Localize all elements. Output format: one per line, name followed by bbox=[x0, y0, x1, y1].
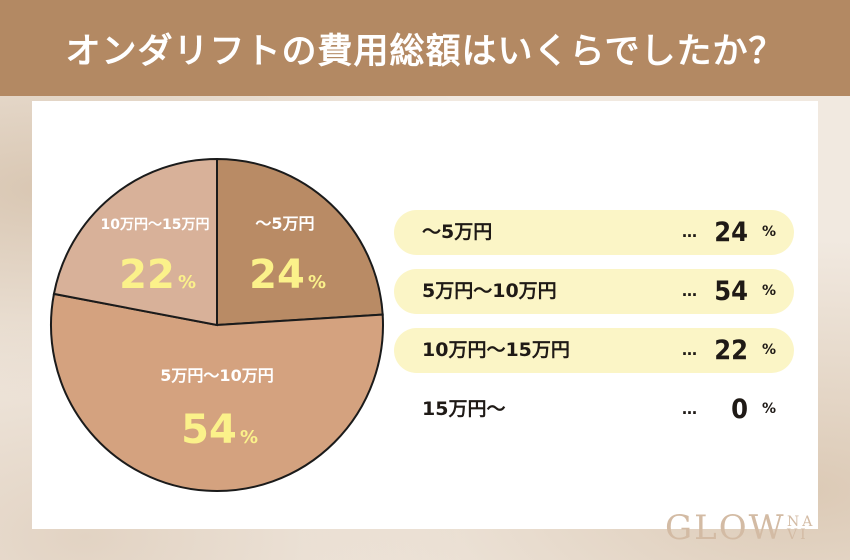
slice-value-1: 24 bbox=[249, 252, 305, 298]
brand-logo: GLOW NA VI bbox=[665, 508, 835, 558]
legend-dots: … bbox=[682, 341, 698, 359]
title-banner: オンダリフトの費用総額はいくらでしたか？ bbox=[0, 0, 850, 96]
pie-slice-3 bbox=[52, 157, 218, 327]
legend-value: 0 bbox=[731, 394, 748, 425]
legend-unit: % bbox=[761, 283, 776, 299]
legend-row: 5万円〜10万円 … 54% bbox=[394, 269, 794, 314]
legend-label: 15万円〜 bbox=[422, 398, 506, 420]
legend-unit: % bbox=[761, 224, 776, 240]
slice-value-3: 22 bbox=[119, 252, 175, 298]
pie-slice-1 bbox=[216, 157, 384, 327]
legend-label: 10万円〜15万円 bbox=[422, 339, 570, 361]
pie-chart: 〜5万円 24 % 5万円〜10万円 54 % 10万円〜15万円 22% bbox=[50, 157, 384, 492]
legend-dots: … bbox=[682, 282, 698, 300]
legend-unit: % bbox=[761, 342, 776, 358]
legend-label: 5万円〜10万円 bbox=[422, 280, 557, 302]
slice-unit-1: % bbox=[308, 272, 326, 293]
legend-value: 24 bbox=[714, 217, 748, 248]
slice-value-2: 54 bbox=[181, 407, 237, 453]
legend-value: 54 bbox=[714, 276, 748, 307]
logo-subtext: NA VI bbox=[787, 514, 816, 543]
legend-dots: … bbox=[682, 400, 698, 418]
legend-label: 〜5万円 bbox=[422, 221, 493, 243]
chart-card: 〜5万円 24% 5万円〜10万円 54% 10万円〜15万円 22% 〜5万円… 24% 5… bbox=[32, 101, 818, 529]
legend-unit: % bbox=[761, 401, 776, 417]
legend-value: 22 bbox=[714, 335, 748, 366]
slice-label-3: 10万円〜15万円 bbox=[101, 217, 210, 233]
legend-dots: … bbox=[682, 223, 698, 241]
slice-unit-3: % bbox=[178, 272, 196, 293]
pie-slice-2 bbox=[50, 292, 384, 492]
slice-label-1: 〜5万円 bbox=[255, 214, 314, 233]
slice-unit-2: % bbox=[240, 427, 258, 448]
legend-row: 10万円〜15万円 … 22% bbox=[394, 328, 794, 373]
logo-wordmark: GLOW bbox=[665, 508, 786, 548]
legend-row: 15万円〜 … 0% bbox=[394, 387, 794, 432]
legend: 〜5万円 … 24% 5万円〜10万円 … 54% 10万円〜15万円 … 22% 15万円〜 … 0… bbox=[394, 210, 794, 446]
slice-label-2: 5万円〜10万円 bbox=[160, 366, 273, 385]
page-title: オンダリフトの費用総額はいくらでしたか？ bbox=[65, 31, 785, 72]
legend-row: 〜5万円 … 24% bbox=[394, 210, 794, 255]
